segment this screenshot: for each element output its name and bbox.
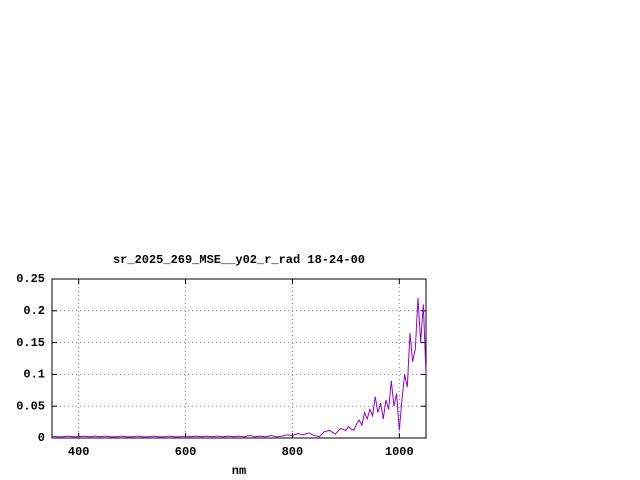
x-tick-label: 400 (68, 445, 90, 459)
x-tick-label: 1000 (385, 445, 414, 459)
x-tick-label: 600 (175, 445, 197, 459)
y-tick-label: 0.05 (16, 399, 45, 413)
x-axis-label: nm (232, 464, 246, 478)
plot-frame (51, 278, 427, 439)
y-tick-label: 0 (38, 431, 45, 445)
x-tick-label: 800 (282, 445, 304, 459)
chart-title: sr_2025_269_MSE__y02_r_rad 18-24-00 (113, 253, 365, 267)
data-line (51, 298, 427, 438)
y-tick-label: 0.2 (23, 304, 45, 318)
y-tick-label: 0.25 (16, 272, 45, 286)
y-tick-label: 0.15 (16, 336, 45, 350)
y-tick-label: 0.1 (23, 368, 45, 382)
